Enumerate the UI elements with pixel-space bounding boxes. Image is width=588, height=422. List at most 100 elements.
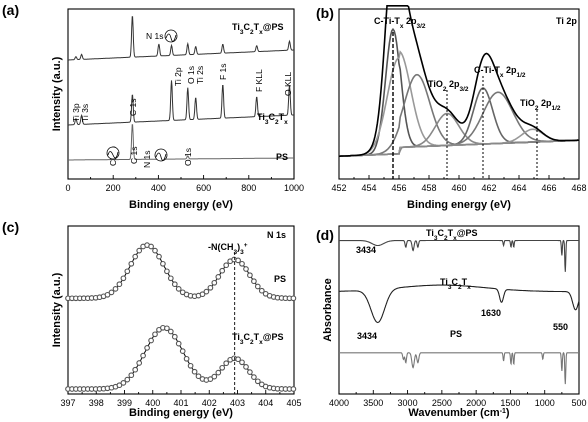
c-data-point [254, 283, 261, 290]
c-data-point [290, 295, 297, 302]
x-tick-label: 404 [258, 398, 273, 408]
c-data-point [128, 260, 135, 267]
c-data-point [215, 369, 222, 376]
panel-a-xlabel: Binding energy (eV) [129, 199, 233, 211]
c-data-point [171, 281, 178, 288]
d-ann-3434-top: 3434 [356, 245, 376, 255]
c-data-point [290, 386, 297, 392]
c-data-point [112, 286, 119, 292]
c-data-point [243, 364, 249, 370]
x-tick-label: 4000 [329, 398, 349, 408]
c-data-point [239, 359, 245, 366]
a-inset-peak-cl [107, 151, 119, 159]
panel-d-spectra [339, 239, 580, 385]
c-data-point [211, 279, 218, 286]
x-tick-label: 464 [511, 183, 526, 193]
panel-b: (b) Ti 2p 452 454 456 458 460 462 464 466 468 Bi… [316, 5, 587, 211]
x-tick-label: 456 [391, 183, 406, 193]
x-tick-label: 0 [65, 183, 70, 193]
c-data-point [254, 378, 261, 385]
panel-a-x-ticks: 0 200 400 600 800 1000 [65, 175, 304, 193]
panel-b-title: Ti 2p [556, 16, 577, 26]
panel-c: (c) N 1s 397 398 399 400 401 402 403 404 405 Bin… [2, 219, 302, 419]
c-data-point [215, 274, 222, 280]
c-data-point [116, 382, 123, 389]
panel-d-ylabel: Absorbance [322, 278, 334, 342]
x-tick-label: 466 [541, 183, 556, 193]
panel-c-x-ticks: 397 398 399 400 401 402 403 404 405 [60, 390, 302, 408]
x-tick-label: 600 [196, 183, 211, 193]
c-data-point [175, 286, 182, 292]
c-data-point [160, 260, 166, 267]
c-data-point [219, 267, 226, 274]
x-tick-label: 403 [230, 398, 245, 408]
a-inset-circle-cl [106, 146, 120, 160]
panel-b-label: (b) [316, 5, 334, 21]
c-data-point [239, 260, 245, 267]
panel-a-ylabel: Intensity (a.u.) [51, 56, 63, 131]
c-data-point [120, 275, 127, 282]
b-ann-ctitx-12: C-Ti-Tx 2p1/2 [474, 65, 526, 79]
a-label-bot: PS [276, 152, 288, 162]
x-tick-label: 2000 [466, 398, 486, 408]
c-data-point [243, 266, 249, 272]
c-data-point [108, 289, 115, 296]
a-ann-o1s: O 1s [186, 66, 196, 84]
c-data-point [203, 288, 210, 295]
panel-d-x-ticks: 4000 3500 3000 2500 2000 1500 1000 500 [329, 390, 587, 408]
c-data-point [136, 247, 143, 254]
c-data-point [164, 325, 170, 332]
a-label-top: Ti3C2Tx@PS [232, 22, 284, 36]
c-data-point [235, 257, 241, 264]
b-envelope-line [339, 5, 579, 157]
panel-c-frame [67, 225, 295, 395]
c-data-point [148, 337, 154, 344]
c-data-point [258, 287, 265, 294]
a-ann-fkll: F KLL [254, 69, 264, 92]
panel-d-label: (d) [316, 227, 334, 243]
x-tick-label: 460 [451, 183, 466, 193]
a-series-line [68, 80, 294, 126]
c-data-point [251, 278, 257, 285]
x-tick-label: 468 [571, 183, 586, 193]
c-data-point [171, 333, 178, 340]
a-inset-peak-top [165, 33, 177, 42]
x-tick-label: 452 [331, 183, 346, 193]
panel-c-title: N 1s [267, 230, 286, 240]
c-data-point [128, 372, 135, 379]
c-data-point [247, 272, 253, 279]
x-tick-label: 500 [571, 398, 586, 408]
c-data-point [187, 362, 194, 369]
c-ann-nch3: -N(CH3)3+ [208, 242, 248, 256]
c-data-point [247, 369, 253, 375]
c-data-point [140, 352, 146, 359]
c-data-point [132, 253, 139, 260]
b-ann-tio2-32: TiO2 2p3/2 [428, 79, 469, 93]
x-tick-label: 398 [89, 398, 104, 408]
a-ann-n1s-top: N 1s [146, 31, 163, 41]
c-data-point [116, 281, 123, 288]
a-ann-ti3p: Ti 3p [71, 103, 81, 122]
a-ann-c1s-mid: C 1s [128, 99, 138, 116]
d-series-line [339, 284, 580, 324]
x-tick-label: 3500 [363, 398, 383, 408]
c-data-point [152, 247, 158, 254]
panel-d: (d) 4000 3500 3000 2500 2000 1500 1000 500 Wave… [316, 225, 587, 419]
panel-a-spectra [68, 16, 294, 161]
c-data-point [219, 364, 226, 371]
a-ann-ti2s: Ti 2s [195, 66, 205, 84]
a-inset-peak-n [155, 152, 167, 161]
c-data-point [251, 374, 257, 380]
d-ann-550: 550 [553, 322, 568, 332]
x-tick-label: 800 [241, 183, 256, 193]
c-data-point [144, 345, 150, 351]
c-data-point [104, 291, 111, 298]
panel-c-spectra [65, 242, 297, 394]
a-ann-o1s-bot: O 1s [183, 148, 193, 166]
x-tick-label: 401 [173, 398, 188, 408]
panel-c-ylabel: Intensity (a.u.) [51, 272, 63, 347]
c-data-point [167, 275, 174, 282]
c-data-point [136, 360, 143, 366]
d-label-mid: Ti3C2Tx [440, 277, 471, 291]
